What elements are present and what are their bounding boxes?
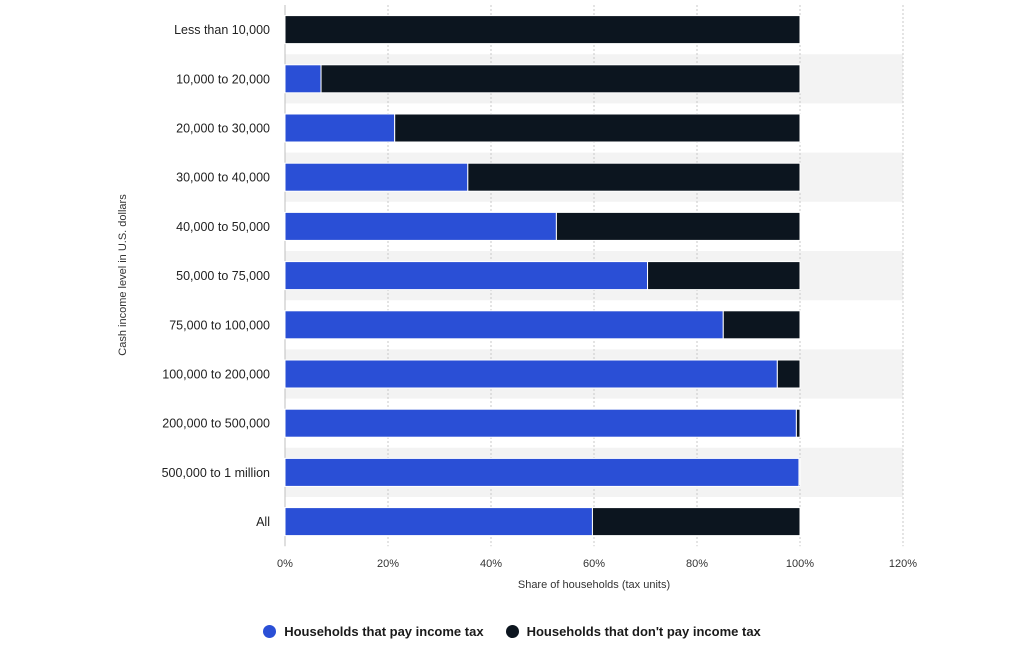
bar-pay-tax[interactable] bbox=[284, 359, 778, 389]
bar-no-tax[interactable] bbox=[776, 359, 801, 389]
y-tick-label: 200,000 to 500,000 bbox=[162, 417, 270, 431]
legend-label-pay-tax: Households that pay income tax bbox=[284, 624, 484, 639]
legend-swatch-pay-tax bbox=[263, 625, 277, 638]
bar-pay-tax[interactable] bbox=[284, 162, 469, 192]
bar-no-tax[interactable] bbox=[394, 113, 801, 143]
legend-swatch-no-tax bbox=[505, 625, 519, 638]
y-axis-tick-labels: Less than 10,000 10,000 to 20,000 20,000 t… bbox=[162, 23, 270, 529]
bar-no-tax[interactable] bbox=[798, 457, 801, 487]
bar-no-tax[interactable] bbox=[555, 211, 801, 241]
x-tick-label: 100% bbox=[786, 558, 814, 570]
bar-pay-tax[interactable] bbox=[284, 113, 396, 143]
x-axis-title: Share of households (tax units) bbox=[518, 579, 670, 591]
bar-no-tax[interactable] bbox=[795, 408, 801, 438]
x-tick-label: 0% bbox=[277, 558, 293, 570]
y-axis-title: Cash income level in U.S. dollars bbox=[117, 194, 129, 356]
bars bbox=[284, 15, 801, 537]
x-tick-label: 80% bbox=[686, 558, 708, 570]
x-tick-label: 20% bbox=[377, 558, 399, 570]
bar-pay-tax[interactable] bbox=[284, 507, 593, 537]
y-tick-label: 40,000 to 50,000 bbox=[176, 220, 270, 234]
bar-pay-tax[interactable] bbox=[284, 261, 649, 291]
legend: Households that pay income tax Household… bbox=[0, 624, 1024, 639]
bar-pay-tax[interactable] bbox=[284, 64, 322, 94]
y-tick-label: Less than 10,000 bbox=[174, 23, 270, 37]
bar-pay-tax[interactable] bbox=[284, 211, 557, 241]
y-tick-label: 30,000 to 40,000 bbox=[176, 171, 270, 185]
bar-pay-tax[interactable] bbox=[284, 457, 800, 487]
y-tick-label: All bbox=[256, 515, 270, 529]
legend-item-pay-tax[interactable]: Households that pay income tax bbox=[263, 624, 484, 639]
y-tick-label: 20,000 to 30,000 bbox=[176, 122, 270, 136]
x-tick-label: 40% bbox=[480, 558, 502, 570]
x-tick-label: 60% bbox=[583, 558, 605, 570]
bar-pay-tax[interactable] bbox=[284, 310, 724, 340]
bar-no-tax[interactable] bbox=[284, 15, 801, 45]
bar-no-tax[interactable] bbox=[467, 162, 801, 192]
legend-item-no-tax[interactable]: Households that don't pay income tax bbox=[505, 624, 761, 639]
bar-pay-tax[interactable] bbox=[284, 408, 797, 438]
y-tick-label: 50,000 to 75,000 bbox=[176, 269, 270, 283]
y-tick-label: 500,000 to 1 million bbox=[162, 466, 270, 480]
y-tick-label: 100,000 to 200,000 bbox=[162, 368, 270, 382]
y-tick-label: 75,000 to 100,000 bbox=[169, 318, 270, 332]
x-tick-label: 120% bbox=[889, 558, 917, 570]
bar-no-tax[interactable] bbox=[591, 507, 801, 537]
y-tick-label: 10,000 to 20,000 bbox=[176, 72, 270, 86]
bar-no-tax[interactable] bbox=[722, 310, 801, 340]
legend-label-no-tax: Households that don't pay income tax bbox=[526, 624, 761, 639]
bar-no-tax[interactable] bbox=[647, 261, 801, 291]
x-axis-tick-labels: 0% 20% 40% 60% 80% 100% 120% bbox=[277, 558, 917, 570]
bar-no-tax[interactable] bbox=[320, 64, 801, 94]
